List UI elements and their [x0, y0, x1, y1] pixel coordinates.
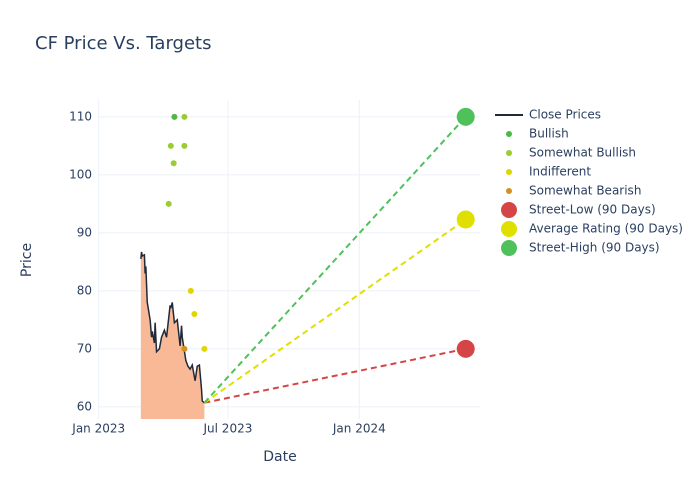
y-tick-label: 60 — [77, 399, 92, 413]
y-tick-label: 100 — [69, 167, 92, 181]
target-line — [204, 347, 466, 404]
legend-swatch — [506, 131, 512, 137]
rating-point — [167, 142, 174, 149]
target-point — [456, 339, 475, 358]
legend-swatch — [501, 240, 517, 256]
y-tick-label: 80 — [77, 283, 92, 297]
legend-swatch — [506, 188, 512, 194]
chart-title: CF Price Vs. Targets — [35, 33, 211, 54]
rating-point — [201, 345, 208, 352]
price-line — [140, 251, 205, 404]
x-tick-label: Jul 2023 — [203, 422, 253, 436]
legend-label: Indifferent — [529, 165, 591, 179]
rating-point — [181, 142, 188, 149]
legend-label: Somewhat Bearish — [529, 184, 641, 198]
y-axis-label: Price — [19, 243, 35, 277]
x-tick-label: Jan 2023 — [71, 422, 125, 436]
legend-label: Street-High (90 Days) — [529, 241, 660, 255]
legend-label: Close Prices — [529, 108, 601, 122]
x-axis-label: Date — [263, 449, 296, 465]
legend-swatch — [506, 169, 512, 175]
target-line — [203, 218, 467, 404]
rating-point — [191, 311, 198, 318]
legend-swatch — [501, 202, 517, 218]
target-point — [456, 210, 475, 229]
y-tick-label: 90 — [77, 225, 92, 239]
target-line — [203, 116, 467, 404]
target-point — [456, 107, 475, 126]
price-area — [140, 251, 205, 419]
rating-point — [181, 345, 188, 352]
x-tick-label: Jan 2024 — [332, 422, 386, 436]
legend-swatch — [506, 150, 512, 156]
legend-swatch — [501, 221, 517, 237]
rating-point — [165, 200, 172, 207]
rating-point — [171, 113, 178, 120]
y-tick-label: 70 — [77, 341, 92, 355]
legend-label: Street-Low (90 Days) — [529, 203, 656, 217]
legend-label: Bullish — [529, 127, 569, 141]
legend-label: Average Rating (90 Days) — [529, 222, 683, 236]
rating-point — [181, 113, 188, 120]
rating-point — [187, 287, 194, 294]
legend-label: Somewhat Bullish — [529, 146, 636, 160]
rating-point — [170, 160, 177, 167]
y-tick-label: 110 — [69, 109, 92, 123]
